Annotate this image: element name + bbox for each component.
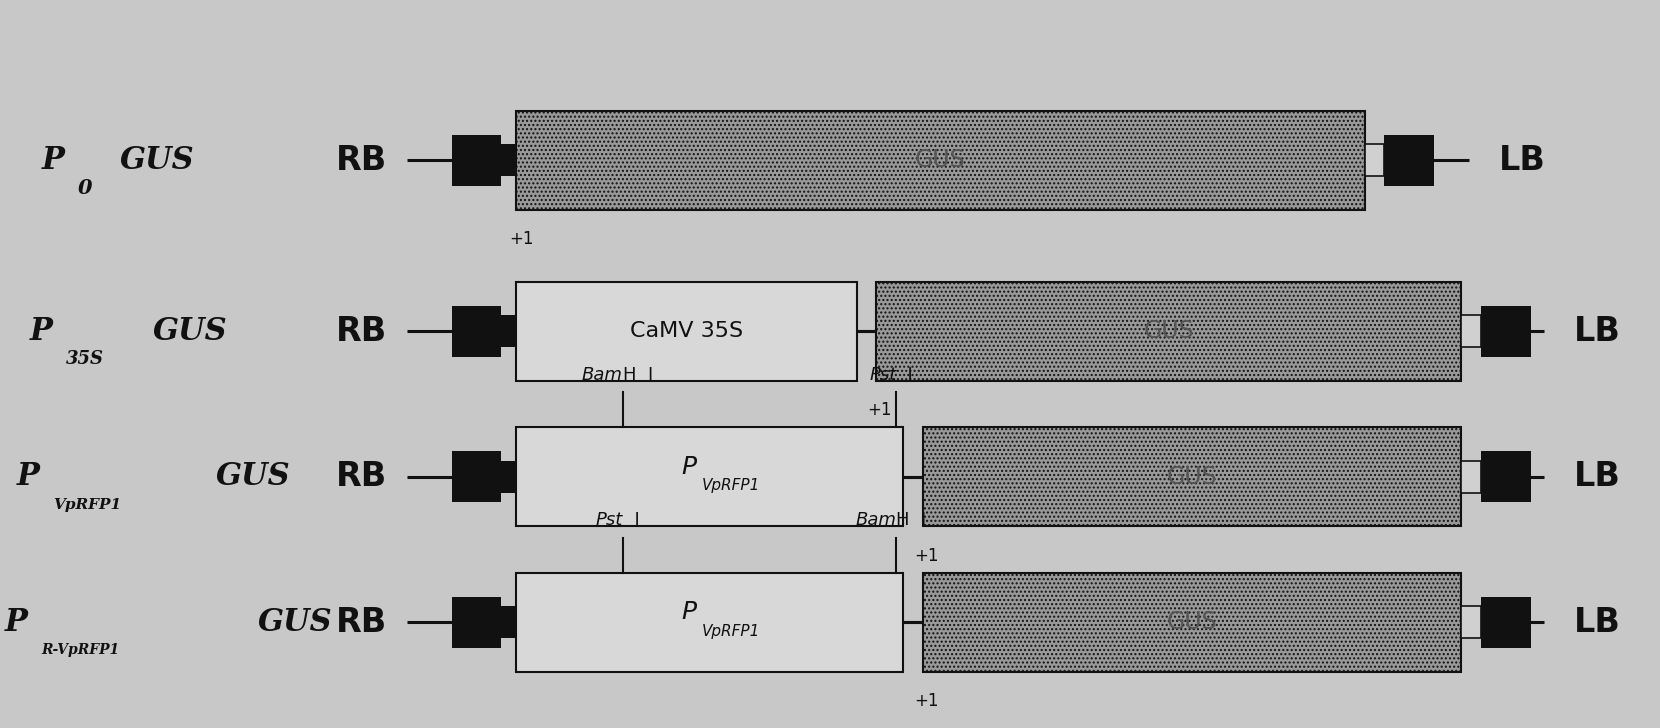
Text: Bam: Bam <box>855 511 896 529</box>
Bar <box>516 282 857 381</box>
Bar <box>516 573 903 672</box>
Text: 35S: 35S <box>66 350 105 368</box>
Bar <box>923 573 1461 672</box>
Text: P: P <box>42 145 65 175</box>
Text: RB: RB <box>335 314 387 348</box>
Bar <box>501 144 516 176</box>
Bar <box>1461 606 1481 638</box>
Text: GUS: GUS <box>257 607 332 638</box>
Bar <box>1481 597 1531 648</box>
Text: P: P <box>681 455 697 478</box>
Text: R-VpRFP1: R-VpRFP1 <box>42 643 120 657</box>
Bar <box>923 427 1461 526</box>
Text: GUS: GUS <box>153 316 227 347</box>
Bar <box>452 597 501 648</box>
Text: Pst: Pst <box>870 365 896 384</box>
Bar <box>1365 144 1384 176</box>
Text: I: I <box>896 365 913 384</box>
Text: P: P <box>30 316 53 347</box>
Bar <box>876 282 1461 381</box>
Bar <box>516 111 1365 210</box>
Bar <box>501 315 516 347</box>
Text: GUS: GUS <box>915 149 966 172</box>
Text: +1: +1 <box>868 401 891 419</box>
Text: +1: +1 <box>915 547 938 565</box>
Text: GUS: GUS <box>1167 611 1217 634</box>
Text: CaMV 35S: CaMV 35S <box>629 321 744 341</box>
Text: GUS: GUS <box>120 145 194 175</box>
Text: VpRFP1: VpRFP1 <box>701 478 760 493</box>
Bar <box>452 135 501 186</box>
Text: +1: +1 <box>510 230 533 248</box>
Text: LB: LB <box>1574 606 1620 639</box>
Text: +1: +1 <box>915 692 938 711</box>
Text: Pst: Pst <box>596 511 622 529</box>
Text: VpRFP1: VpRFP1 <box>53 497 121 512</box>
Text: P: P <box>681 601 697 624</box>
Bar <box>516 427 903 526</box>
Text: GUS: GUS <box>216 462 290 492</box>
Bar <box>1461 461 1481 493</box>
Text: GUS: GUS <box>1167 465 1217 488</box>
Bar <box>452 306 501 357</box>
Text: I: I <box>622 511 639 529</box>
Text: VpRFP1: VpRFP1 <box>701 624 760 638</box>
Bar <box>1384 135 1434 186</box>
Text: RB: RB <box>335 460 387 494</box>
Bar <box>1461 315 1481 347</box>
Bar <box>501 606 516 638</box>
Text: RB: RB <box>335 606 387 639</box>
Bar <box>1481 451 1531 502</box>
Text: H  I: H I <box>896 511 926 529</box>
Text: P: P <box>5 607 28 638</box>
Text: P: P <box>17 462 40 492</box>
Text: LB: LB <box>1499 143 1545 177</box>
Bar <box>452 451 501 502</box>
Text: RB: RB <box>335 143 387 177</box>
Text: GUS: GUS <box>1144 320 1194 343</box>
Text: LB: LB <box>1574 460 1620 494</box>
Bar <box>501 461 516 493</box>
Bar <box>1481 306 1531 357</box>
Text: 0: 0 <box>78 178 93 198</box>
Text: H  I: H I <box>622 365 652 384</box>
Text: LB: LB <box>1574 314 1620 348</box>
Text: Bam: Bam <box>581 365 622 384</box>
